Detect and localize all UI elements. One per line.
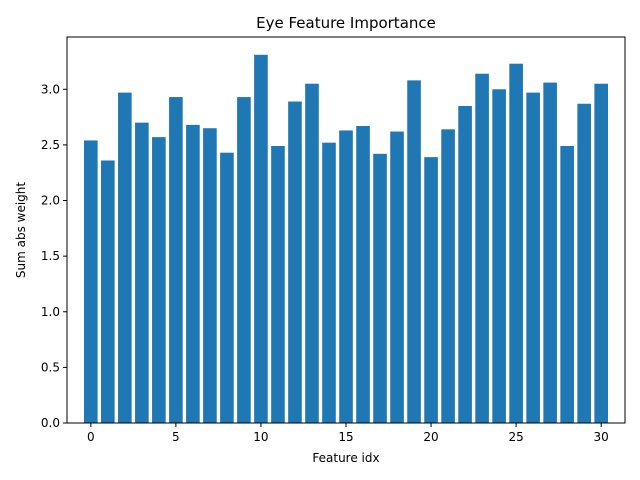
bar-feature-1 bbox=[101, 160, 115, 424]
y-tick-label: 2.5 bbox=[41, 138, 60, 152]
y-tick-label: 1.0 bbox=[41, 305, 60, 319]
bar-feature-7 bbox=[203, 128, 217, 423]
bar-feature-4 bbox=[152, 137, 166, 423]
bar-feature-14 bbox=[322, 142, 336, 423]
bar-feature-5 bbox=[169, 97, 183, 423]
chart-title: Eye Feature Importance bbox=[256, 14, 436, 32]
bar-feature-22 bbox=[458, 105, 472, 423]
bar-feature-23 bbox=[475, 73, 489, 424]
y-tick-label: 2.0 bbox=[41, 194, 60, 208]
bar-feature-11 bbox=[271, 146, 285, 423]
bar-feature-21 bbox=[441, 129, 455, 423]
bar-feature-16 bbox=[356, 125, 370, 424]
y-axis-label: Sum abs weight bbox=[14, 182, 28, 279]
bar-feature-3 bbox=[135, 122, 149, 424]
y-tick-label: 0.0 bbox=[41, 416, 60, 430]
bar-feature-6 bbox=[186, 124, 200, 423]
bar-feature-17 bbox=[373, 153, 387, 424]
bar-feature-15 bbox=[339, 130, 353, 423]
x-tick-label: 25 bbox=[508, 430, 523, 444]
bar-feature-19 bbox=[407, 80, 421, 423]
y-tick-label: 1.5 bbox=[41, 249, 60, 263]
bar-feature-29 bbox=[577, 103, 591, 424]
x-axis-ticks: 0 5 10 15 20 25 30 bbox=[87, 423, 609, 444]
y-axis-ticks: 0.0 0.5 1.0 1.5 2.0 2.5 3.0 bbox=[41, 82, 67, 430]
x-tick-label: 10 bbox=[253, 430, 268, 444]
x-axis-label: Feature idx bbox=[312, 451, 379, 465]
bar-feature-30 bbox=[594, 83, 608, 423]
x-tick-label: 15 bbox=[338, 430, 353, 444]
bar-feature-24 bbox=[492, 89, 506, 423]
bar-feature-12 bbox=[288, 101, 302, 424]
bar-feature-27 bbox=[543, 82, 557, 424]
x-tick-label: 0 bbox=[87, 430, 95, 444]
x-tick-label: 20 bbox=[423, 430, 438, 444]
bar-feature-20 bbox=[424, 157, 438, 423]
bars-group bbox=[84, 54, 608, 424]
y-tick-label: 0.5 bbox=[41, 360, 60, 374]
bar-feature-25 bbox=[509, 63, 523, 423]
y-tick-label: 3.0 bbox=[41, 82, 60, 96]
bar-feature-8 bbox=[220, 152, 234, 423]
bar-feature-2 bbox=[118, 92, 132, 424]
bar-feature-10 bbox=[254, 54, 268, 424]
bar-feature-28 bbox=[560, 146, 574, 423]
bar-feature-13 bbox=[305, 83, 319, 423]
x-tick-label: 5 bbox=[172, 430, 180, 444]
bar-feature-0 bbox=[84, 140, 98, 423]
bar-feature-9 bbox=[237, 97, 251, 423]
bar-feature-26 bbox=[526, 92, 540, 424]
plot-frame bbox=[66, 36, 626, 424]
x-tick-label: 30 bbox=[594, 430, 609, 444]
bar-feature-18 bbox=[390, 131, 404, 424]
